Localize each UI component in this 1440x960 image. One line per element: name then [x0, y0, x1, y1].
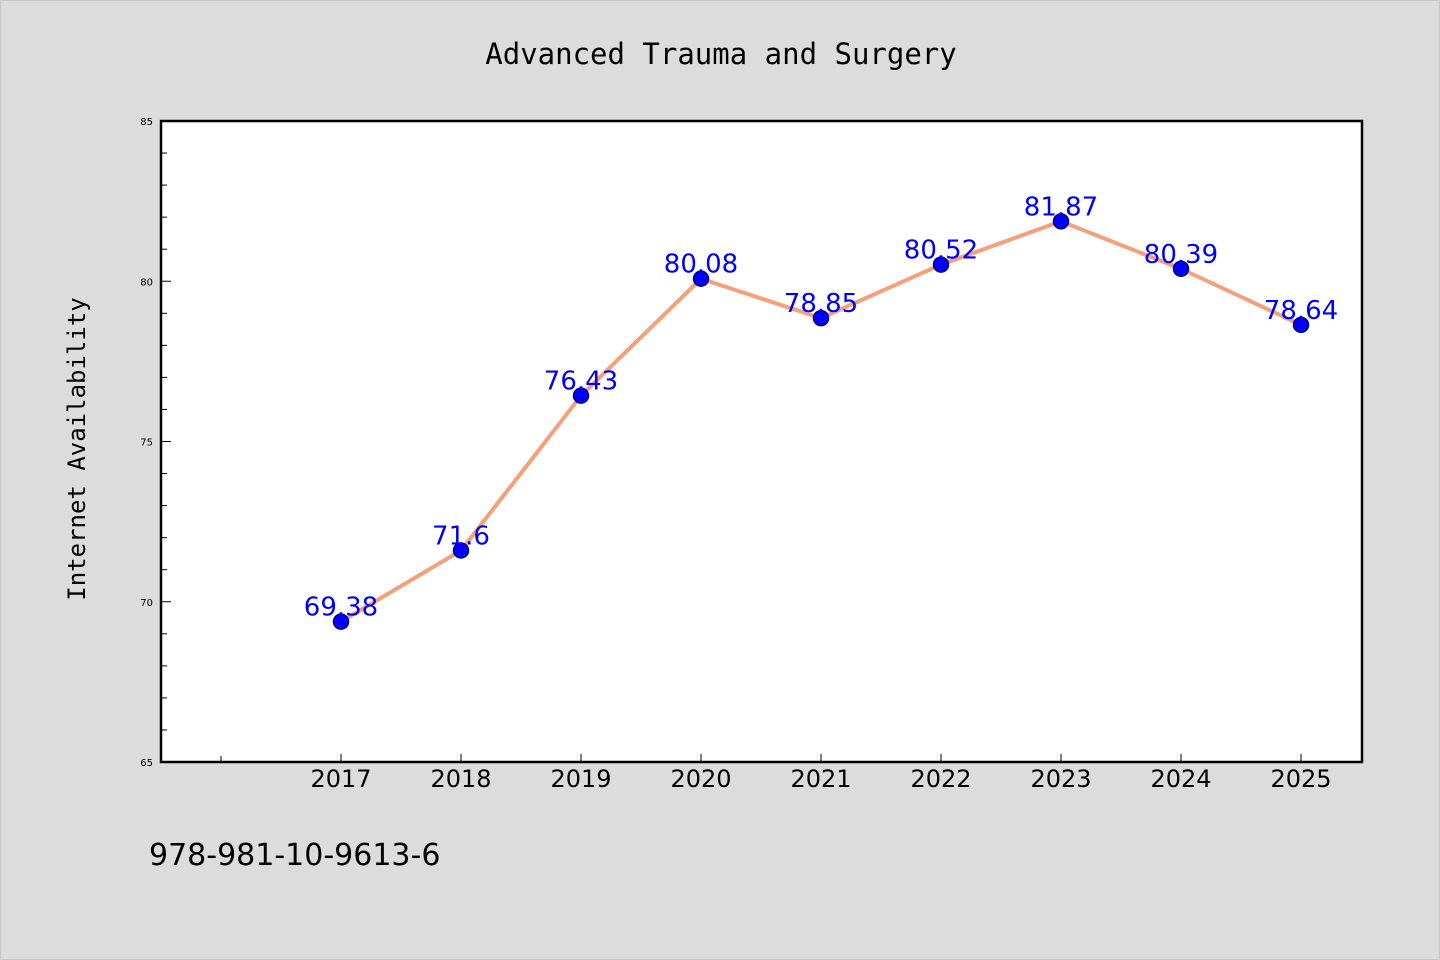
y-tick-label: 80 — [140, 277, 153, 288]
data-labels-layer: 69.38 71.6 76.43 80.08 78.85 80.52 81.87 80.39 7… — [304, 192, 1338, 622]
data-point — [1052, 213, 1070, 230]
data-point — [1292, 316, 1310, 334]
x-tick-label: 2023 — [1030, 765, 1091, 793]
plot-frame — [159, 119, 1364, 764]
y-axis-label: Internet Availability — [63, 297, 91, 600]
data-point — [1172, 260, 1190, 278]
x-axis: 2017 2018 2019 2020 2021 2022 2023 2024 2025 — [220, 754, 1332, 793]
x-tick-label: 2025 — [1270, 765, 1331, 793]
series-layer — [332, 213, 1310, 630]
data-point — [572, 387, 590, 404]
x-tick-label: 2017 — [310, 765, 371, 793]
data-label: 80.39 — [1144, 240, 1218, 270]
x-tick-label: 2019 — [550, 765, 611, 793]
data-label: 80.52 — [904, 236, 978, 266]
y-tick-label: 75 — [140, 438, 153, 449]
y-tick-label: 65 — [140, 758, 153, 769]
data-label: 81.87 — [1024, 192, 1098, 222]
x-tick-label: 2021 — [790, 765, 851, 793]
isbn-text: 978-981-10-9613-6 — [149, 838, 440, 873]
y-tick-label: 85 — [140, 117, 153, 128]
y-tick-label: 70 — [140, 598, 153, 609]
plot-area — [161, 121, 1362, 762]
x-tick-label: 2022 — [910, 765, 971, 793]
x-tick-label: 2018 — [430, 765, 491, 793]
data-label: 80.08 — [664, 250, 738, 280]
chart-title: Advanced Trauma and Surgery — [485, 37, 956, 71]
data-label: 78.85 — [784, 289, 858, 319]
data-point — [932, 256, 950, 273]
data-label: 71.6 — [432, 521, 490, 551]
data-label: 69.38 — [304, 593, 378, 623]
data-point — [332, 613, 350, 630]
data-label: 78.64 — [1264, 296, 1338, 326]
data-point — [812, 309, 830, 327]
data-label: 76.43 — [544, 367, 618, 397]
x-tick-label: 2024 — [1150, 765, 1211, 793]
x-tick-label: 2020 — [670, 765, 731, 793]
data-point — [692, 270, 710, 287]
data-point — [452, 542, 470, 559]
